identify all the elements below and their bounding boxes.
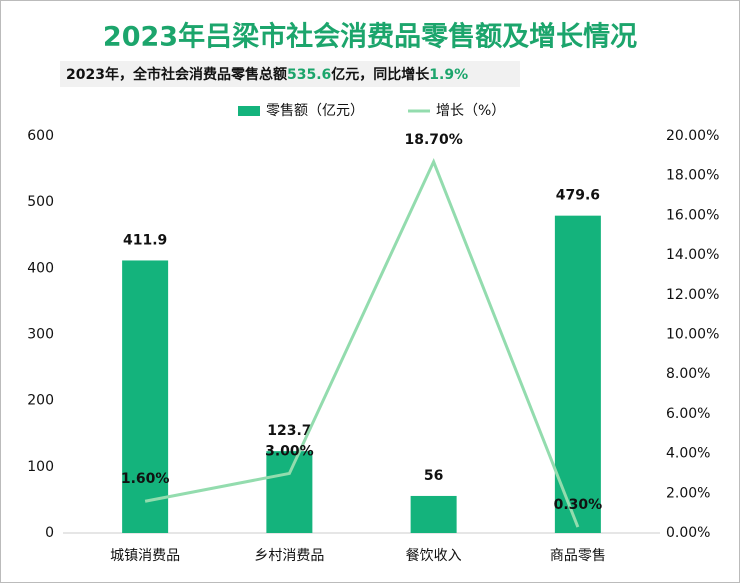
bar-value-label: 123.7 — [267, 423, 311, 439]
legend-label: 增长（%） — [436, 103, 505, 119]
subtitle-highlight: 535.6 — [287, 67, 331, 83]
y-tick-label: 0 — [45, 525, 54, 541]
bar-value-label: 56 — [424, 468, 443, 484]
y2-tick-label: 8.00% — [666, 366, 710, 382]
bar — [410, 495, 457, 533]
line-value-label: 3.00% — [265, 443, 314, 459]
y2-tick-label: 18.00% — [666, 168, 719, 184]
y2-tick-label: 10.00% — [666, 327, 719, 343]
y2-tick-label: 4.00% — [666, 446, 710, 462]
y2-tick-label: 16.00% — [666, 207, 719, 223]
y-tick-label: 400 — [27, 260, 54, 276]
bar — [122, 260, 169, 533]
bar-value-label: 411.9 — [123, 232, 167, 248]
y2-tick-label: 2.00% — [666, 485, 710, 501]
y2-tick-label: 14.00% — [666, 247, 719, 263]
line-value-label: 18.70% — [404, 132, 462, 148]
chart-title: 2023年吕梁市社会消费品零售额及增长情况 — [103, 21, 637, 53]
x-tick-label: 城镇消费品 — [110, 548, 180, 564]
bar — [554, 215, 601, 533]
line — [144, 157, 580, 528]
y2-tick-label: 0.00% — [666, 525, 710, 541]
y-tick-label: 300 — [27, 327, 54, 343]
y-tick-label: 100 — [27, 459, 54, 475]
subtitle-box — [60, 61, 520, 87]
y2-tick-label: 6.00% — [666, 406, 710, 422]
bar-value-label: 479.6 — [556, 188, 600, 204]
y-tick-label: 500 — [27, 194, 54, 210]
x-tick-label: 餐饮收入 — [406, 548, 462, 564]
subtitle: 2023年，全市社会消费品零售总额535.6亿元，同比增长1.9% — [66, 66, 468, 83]
subtitle-part: 2023年，全市社会消费品零售总额 — [66, 66, 287, 83]
line-value-label: 0.30% — [554, 497, 603, 513]
legend-label: 零售额（亿元） — [266, 103, 364, 119]
subtitle-highlight: 1.9% — [429, 67, 468, 83]
y-tick-label: 600 — [27, 128, 54, 144]
y2-tick-label: 20.00% — [666, 128, 719, 144]
y2-tick-label: 12.00% — [666, 287, 719, 303]
y-tick-label: 200 — [27, 393, 54, 409]
line-value-label: 1.60% — [121, 471, 170, 487]
bar — [266, 451, 313, 533]
x-tick-label: 乡村消费品 — [254, 548, 324, 564]
x-tick-label: 商品零售 — [550, 548, 606, 564]
legend-swatch — [238, 106, 260, 116]
subtitle-part: 亿元，同比增长 — [331, 66, 430, 83]
